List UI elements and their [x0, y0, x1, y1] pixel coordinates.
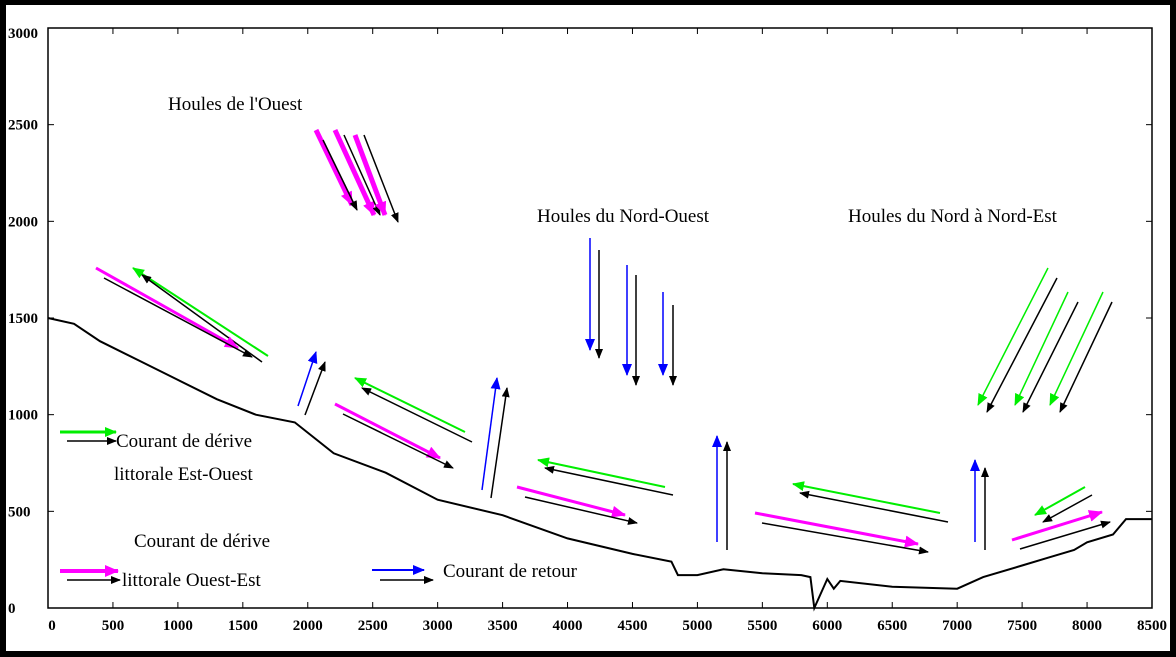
houle-ouest-arrow-black: [343, 134, 381, 216]
houle-ouest-arrow-magenta: [313, 128, 355, 207]
houles-nord-nord-est-arrows: [977, 267, 1113, 413]
houle-ouest-arrow-black: [322, 139, 358, 211]
houle-nne-arrow-green: [1014, 291, 1069, 406]
x-tick-label: 0: [48, 618, 56, 634]
drift-ouest-est-arrows: [95, 266, 1111, 555]
houles-nord-ouest-arrows: [585, 238, 677, 386]
y-tick-label: 0: [8, 601, 16, 617]
x-tick-label: 4500: [617, 618, 647, 634]
drift-oe-arrow-magenta: [1011, 510, 1103, 542]
y-tick-label: 2500: [8, 118, 38, 134]
drift-eo-arrow-green: [1034, 486, 1086, 516]
drift-est-ouest-arrows: [132, 267, 1093, 523]
x-tick-label: 8000: [1072, 618, 1102, 634]
drift-oe-arrow-black: [524, 496, 638, 525]
x-tick-label: 7000: [942, 618, 972, 634]
houle-nne-arrow-black: [1059, 301, 1113, 413]
drift-eo-arrow-black: [1042, 494, 1093, 523]
x-tick-label: 3500: [488, 618, 518, 634]
x-tick-label: 5000: [682, 618, 712, 634]
drift-eo-arrow-black: [544, 465, 674, 496]
drift-eo-arrow-black: [141, 274, 263, 363]
drift-oe-arrow-magenta: [516, 485, 626, 518]
axis-tick-labels: 0 500 1000 1500 2000 2500 3000 3500 4000 4500 5000…: [8, 26, 1167, 634]
drift-oe-arrow-magenta: [754, 511, 919, 548]
label-houles-nord-ouest: Houles du Nord-Ouest: [537, 206, 710, 227]
x-tick-label: 6000: [812, 618, 842, 634]
drift-eo-arrow-black: [361, 387, 473, 443]
retour-arrow-black: [304, 361, 326, 416]
drift-oe-arrow-black: [342, 413, 454, 469]
legend-retour-label: Courant de retour: [443, 561, 578, 582]
label-houles-nord-nord-est: Houles du Nord à Nord-Est: [848, 206, 1058, 227]
legend-est-ouest-line2: littorale Est-Ouest: [114, 464, 253, 485]
drift-oe-arrow-magenta: [334, 402, 441, 460]
legend-ouest-est-line1: Courant de dérive: [134, 531, 270, 552]
x-tick-label: 7500: [1007, 618, 1037, 634]
retour-arrows: [297, 351, 989, 550]
x-tick-label: 1000: [163, 618, 193, 634]
x-tick-label: 2500: [358, 618, 388, 634]
retour-arrow-black: [490, 387, 510, 499]
coastline-profile: [47, 317, 1152, 612]
x-tick-label: 2000: [293, 618, 323, 634]
drift-oe-arrow-black: [761, 522, 929, 555]
retour-arrow-blue: [297, 351, 318, 407]
x-tick-label: 5500: [747, 618, 777, 634]
y-tick-label: 500: [8, 504, 31, 520]
legend-ouest-est-line2: littorale Ouest-Est: [122, 570, 261, 591]
drift-eo-arrow-black: [799, 490, 949, 523]
drift-oe-arrow-black: [103, 277, 253, 358]
legend-est-ouest-line1: Courant de dérive: [116, 431, 252, 452]
houles-ouest-arrows: [313, 128, 399, 223]
x-tick-label: 500: [102, 618, 125, 634]
y-tick-label: 1500: [8, 311, 38, 327]
houle-ouest-arrow-black: [363, 134, 399, 223]
x-tick-label: 8500: [1137, 618, 1167, 634]
drift-eo-arrow-green: [792, 481, 941, 514]
drift-eo-arrow-green: [354, 377, 466, 433]
retour-arrow-blue: [481, 377, 501, 491]
x-tick-label: 1500: [228, 618, 258, 634]
drift-eo-arrow-green: [537, 457, 666, 488]
houle-nne-arrow-black: [1022, 301, 1079, 413]
x-tick-label: 4000: [553, 618, 583, 634]
drift-eo-arrow-green: [132, 267, 269, 357]
houle-nne-arrow-black: [986, 277, 1058, 413]
houle-ouest-arrow-magenta: [332, 128, 377, 217]
houle-ouest-arrow-magenta: [352, 134, 388, 216]
drift-oe-arrow-magenta: [95, 266, 239, 350]
y-tick-label: 2000: [8, 214, 38, 230]
x-tick-label: 3000: [423, 618, 453, 634]
houle-nne-arrow-green: [1049, 291, 1104, 406]
x-tick-label: 6500: [877, 618, 907, 634]
y-tick-label: 3000: [8, 26, 38, 42]
drift-oe-arrow-black: [1019, 520, 1111, 550]
y-tick-label: 1000: [8, 408, 38, 424]
legend: [60, 427, 434, 584]
houle-nne-arrow-green: [977, 267, 1049, 406]
label-houles-ouest: Houles de l'Ouest: [168, 94, 303, 115]
